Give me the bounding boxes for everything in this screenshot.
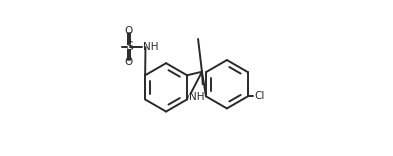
Text: S: S (125, 40, 133, 53)
Text: O: O (125, 57, 133, 67)
Text: NH: NH (143, 42, 158, 52)
Text: NH: NH (189, 92, 205, 102)
Text: O: O (125, 26, 133, 36)
Text: Cl: Cl (254, 91, 264, 101)
